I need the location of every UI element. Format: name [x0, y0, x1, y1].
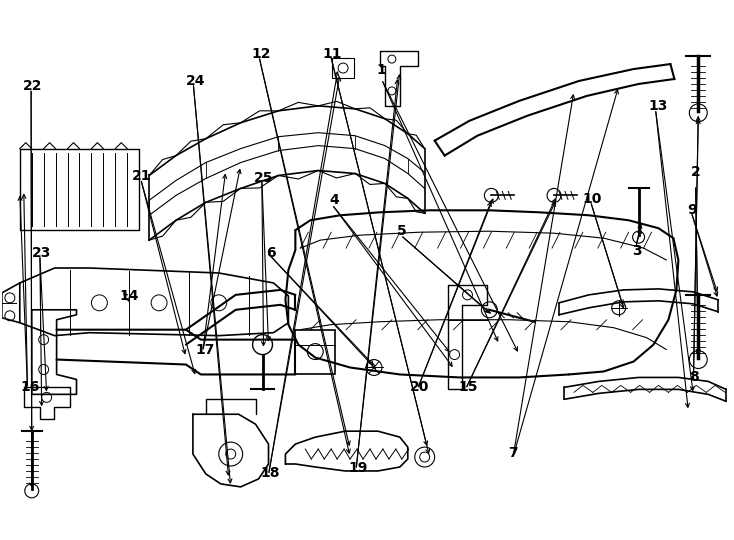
Circle shape: [39, 335, 48, 345]
Circle shape: [151, 295, 167, 311]
Bar: [295, 330, 335, 374]
Text: 15: 15: [458, 380, 478, 394]
Circle shape: [482, 302, 498, 318]
Text: 5: 5: [397, 224, 407, 238]
Text: 25: 25: [253, 171, 273, 185]
Circle shape: [42, 393, 51, 402]
Circle shape: [388, 55, 396, 63]
Text: 3: 3: [633, 244, 642, 258]
Circle shape: [92, 295, 107, 311]
Text: 17: 17: [195, 342, 214, 356]
Text: 6: 6: [266, 246, 275, 260]
Circle shape: [415, 447, 435, 467]
Text: 13: 13: [648, 99, 667, 113]
Text: 2: 2: [691, 165, 700, 179]
Text: 16: 16: [20, 380, 40, 394]
Text: 11: 11: [322, 47, 342, 61]
Text: 8: 8: [689, 370, 699, 384]
Circle shape: [388, 87, 396, 95]
Text: 18: 18: [261, 466, 280, 480]
Circle shape: [211, 295, 227, 311]
Circle shape: [226, 449, 236, 459]
Circle shape: [25, 484, 39, 498]
Text: 12: 12: [251, 47, 271, 61]
Text: 7: 7: [508, 446, 518, 460]
Circle shape: [252, 335, 272, 355]
Text: 23: 23: [32, 246, 51, 260]
Circle shape: [611, 301, 625, 315]
Circle shape: [5, 311, 15, 321]
Text: 22: 22: [23, 79, 43, 93]
Circle shape: [547, 188, 561, 202]
Text: 24: 24: [186, 74, 205, 88]
Circle shape: [462, 290, 473, 300]
Circle shape: [689, 104, 708, 122]
Bar: [333, 58, 354, 78]
Circle shape: [338, 63, 348, 73]
Circle shape: [484, 188, 498, 202]
Text: 4: 4: [330, 193, 339, 207]
Circle shape: [308, 343, 323, 360]
Text: 14: 14: [120, 289, 139, 303]
Circle shape: [633, 231, 644, 243]
Circle shape: [39, 364, 48, 374]
Text: 10: 10: [582, 192, 602, 206]
Text: 9: 9: [687, 203, 697, 217]
Circle shape: [689, 350, 708, 368]
Circle shape: [219, 442, 243, 466]
Text: 19: 19: [349, 461, 368, 475]
Circle shape: [5, 293, 15, 303]
Circle shape: [449, 349, 459, 360]
Text: 1: 1: [377, 63, 387, 77]
Circle shape: [420, 452, 429, 462]
Circle shape: [366, 360, 382, 375]
Text: 20: 20: [410, 380, 429, 394]
Text: 21: 21: [132, 169, 152, 183]
